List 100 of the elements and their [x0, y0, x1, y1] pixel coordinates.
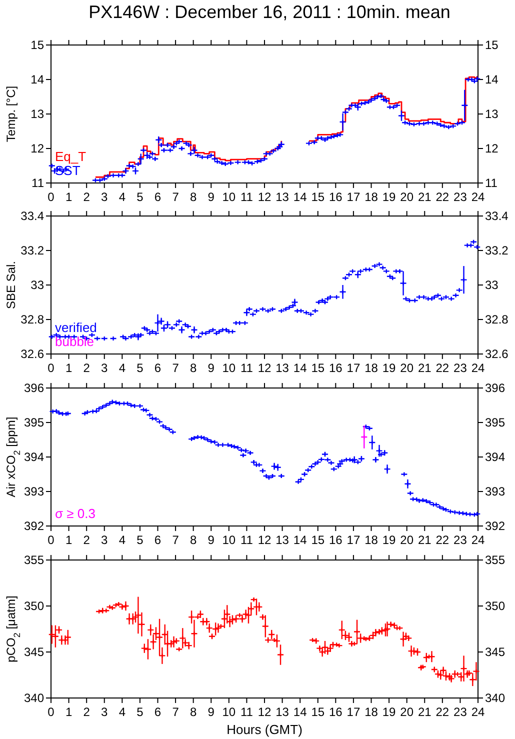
y-tick-label: 394	[24, 450, 44, 464]
y2-tick-label: 345	[485, 645, 506, 659]
x-tick-label: 4	[118, 361, 126, 375]
x-tick-label: 21	[418, 705, 432, 719]
y-tick-label: 393	[24, 484, 44, 498]
x-tick-label: 7	[172, 361, 180, 375]
y-tick-label: 14	[30, 72, 44, 86]
x-tick-label: 5	[136, 533, 144, 547]
x-tick-label: 20	[400, 705, 414, 719]
x-tick-label: 4	[118, 705, 126, 719]
x-tick-label: 1	[65, 190, 72, 204]
x-tick-label: 22	[436, 705, 450, 719]
x-tick-label: 7	[172, 705, 180, 719]
x-tick-label: 24	[471, 361, 485, 375]
x-tick-label: 13	[276, 361, 290, 375]
x-tick-label: 16	[328, 361, 343, 375]
x-tick-label: 14	[293, 361, 308, 375]
x-tick-label: 8	[190, 533, 197, 547]
x-tick-label: 13	[276, 705, 290, 719]
y2-tick-label: 393	[485, 484, 506, 498]
x-tick-label: 8	[190, 361, 197, 375]
x-tick-label: 22	[436, 190, 450, 204]
x-tick-label: 11	[240, 361, 254, 375]
chart-title: PX146W : December 16, 2011 : 10min. mean	[88, 2, 450, 22]
x-tick-label: 19	[382, 190, 396, 204]
x-tick-label: 8	[190, 190, 197, 204]
x-tick-label: 2	[83, 361, 90, 375]
y-tick-label: 33.2	[20, 244, 44, 258]
x-tick-label: 1	[65, 705, 72, 719]
y2-tick-label: 355	[485, 553, 506, 567]
y-tick-label: 340	[24, 691, 44, 705]
x-tick-label: 6	[154, 533, 162, 547]
y2-tick-label: 14	[485, 72, 499, 86]
x-tick-label: 15	[311, 533, 325, 547]
x-tick-label: 7	[172, 533, 180, 547]
x-tick-label: 21	[418, 361, 432, 375]
x-tick-label: 17	[346, 361, 360, 375]
y2-tick-label: 33	[485, 278, 499, 292]
y-tick-label: 12	[30, 142, 44, 156]
x-tick-label: 4	[118, 533, 126, 547]
y2-tick-label: 396	[485, 381, 506, 395]
x-tick-label: 4	[118, 190, 126, 204]
x-tick-label: 24	[471, 190, 485, 204]
x-tick-label: 14	[293, 705, 308, 719]
y-tick-label: 345	[24, 645, 44, 659]
x-tick-label: 17	[346, 190, 360, 204]
x-tick-label: 22	[436, 533, 450, 547]
x-tick-label: 6	[154, 705, 162, 719]
x-tick-label: 20	[400, 361, 414, 375]
x-tick-label: 3	[101, 361, 108, 375]
y-tick-label: 13	[30, 107, 44, 121]
legend-label: bubble	[55, 334, 94, 349]
x-tick-label: 18	[364, 533, 378, 547]
x-tick-label: 9	[208, 533, 215, 547]
x-tick-label: 0	[48, 190, 55, 204]
x-tick-label: 10	[222, 705, 236, 719]
y2-tick-label: 340	[485, 691, 506, 705]
x-tick-label: 3	[101, 533, 108, 547]
y-tick-label: 350	[24, 599, 44, 613]
x-tick-label: 12	[258, 533, 272, 547]
x-tick-label: 1	[65, 533, 72, 547]
x-tick-label: 5	[136, 361, 144, 375]
x-tick-label: 3	[101, 190, 108, 204]
y-tick-label: 33	[30, 278, 44, 292]
x-tick-label: 19	[382, 533, 396, 547]
x-tick-label: 11	[240, 705, 254, 719]
x-tick-label: 13	[276, 190, 290, 204]
x-tick-label: 23	[454, 190, 468, 204]
x-tick-label: 24	[471, 705, 485, 719]
x-tick-label: 23	[454, 705, 468, 719]
x-tick-label: 24	[471, 533, 485, 547]
x-tick-label: 10	[222, 533, 236, 547]
y2-tick-label: 12	[485, 142, 499, 156]
y-tick-label: 396	[24, 381, 44, 395]
y2-tick-label: 15	[485, 38, 499, 52]
x-tick-label: 18	[364, 705, 378, 719]
x-tick-label: 10	[222, 190, 236, 204]
series-label: Eq_T	[55, 149, 86, 164]
x-tick-label: 12	[258, 361, 272, 375]
text: σ ≥ 0.3	[55, 506, 96, 521]
y2-tick-label: 350	[485, 599, 506, 613]
x-tick-label: 16	[328, 705, 343, 719]
x-tick-label: 12	[258, 190, 272, 204]
x-tick-label: 3	[101, 705, 108, 719]
x-tick-label: 15	[311, 361, 325, 375]
x-tick-label: 9	[208, 705, 215, 719]
x-tick-label: 19	[382, 361, 396, 375]
x-tick-label: 9	[208, 190, 215, 204]
y2-tick-label: 394	[485, 450, 506, 464]
x-tick-label: 6	[154, 190, 162, 204]
x-tick-label: 2	[83, 533, 90, 547]
x-tick-label: 20	[400, 190, 414, 204]
x-tick-label: 21	[418, 533, 432, 547]
x-tick-label: 7	[172, 190, 180, 204]
x-tick-label: 21	[418, 190, 432, 204]
y-tick-label: 15	[30, 38, 44, 52]
y-tick-label: 395	[24, 416, 44, 430]
y-tick-label: 11	[32, 176, 44, 190]
y2-tick-label: 33.4	[485, 209, 509, 223]
x-tick-label: 20	[400, 533, 414, 547]
